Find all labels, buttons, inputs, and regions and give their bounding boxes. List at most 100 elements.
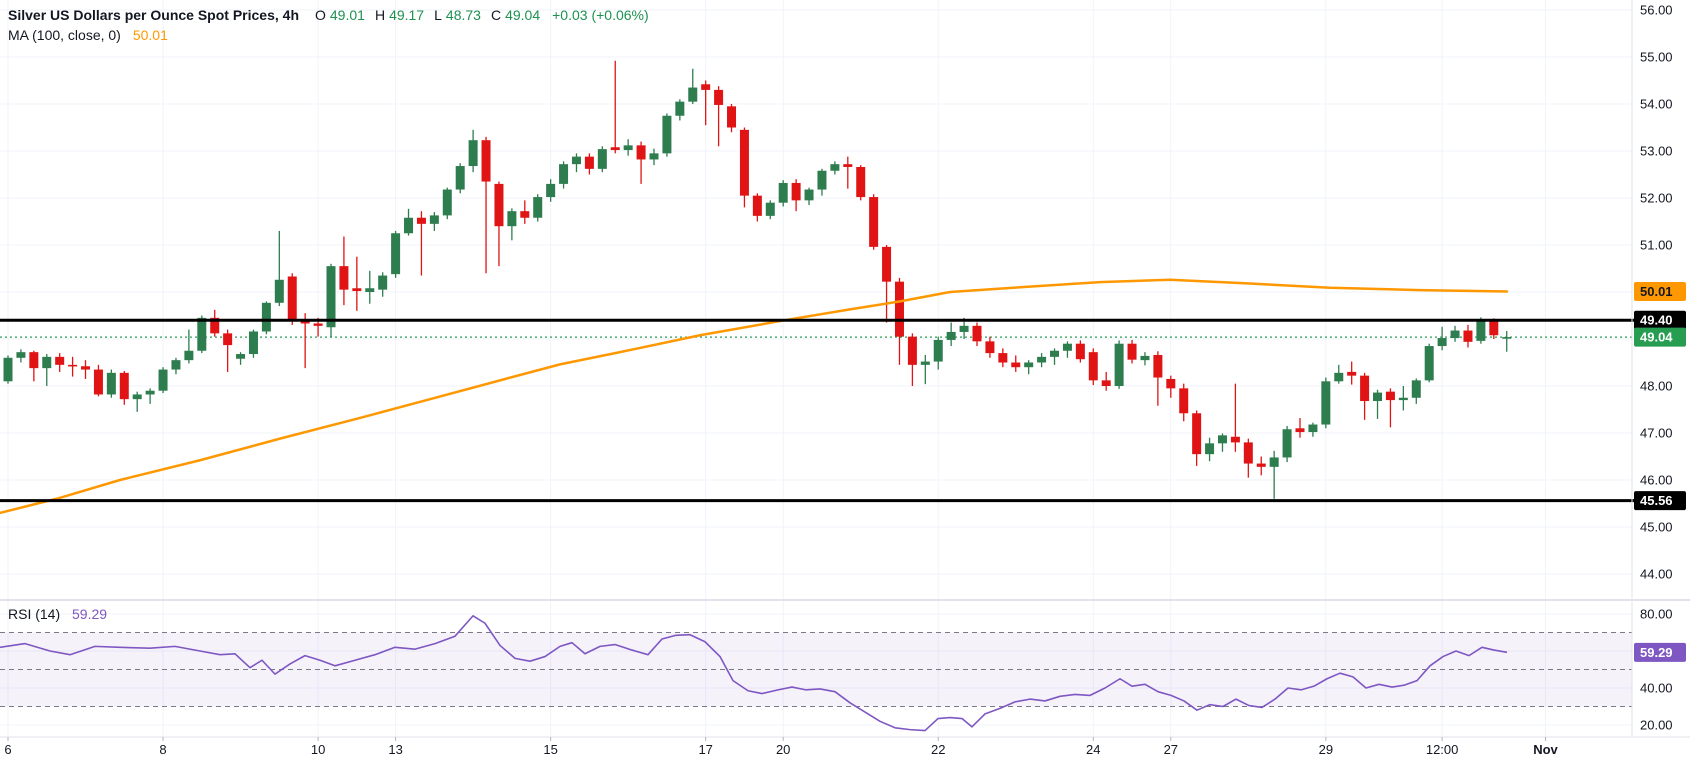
candle-body — [1192, 413, 1202, 455]
candle-body — [3, 357, 13, 382]
candle-body — [93, 369, 103, 395]
candle-body — [42, 356, 52, 369]
candle-body — [171, 360, 181, 370]
price-badge — [1634, 491, 1686, 511]
candle-body — [106, 372, 116, 395]
candle-body — [507, 211, 517, 227]
candle-body — [184, 350, 194, 361]
price-badge — [1634, 327, 1686, 347]
candle-body — [81, 366, 91, 370]
candle-body — [765, 202, 775, 216]
candle-body — [920, 361, 930, 365]
candle-body — [701, 84, 711, 90]
close-value: 49.04 — [505, 7, 541, 23]
high-label: H — [374, 7, 386, 23]
time-axis-label: 27 — [1164, 742, 1178, 757]
price-axis-label: 55.00 — [1640, 50, 1673, 65]
candle-body — [1385, 391, 1395, 401]
candle-body — [1269, 457, 1279, 467]
candle-body — [791, 182, 801, 201]
symbol-legend[interactable]: Silver US Dollars per Ounce Spot Prices,… — [8, 5, 649, 45]
time-axis-label: 22 — [931, 742, 945, 757]
price-axis-label: 44.00 — [1640, 567, 1673, 582]
candle-body — [1127, 343, 1137, 360]
candle-body — [1179, 388, 1189, 414]
candle-body — [16, 352, 26, 358]
price-axis-label: 53.00 — [1640, 144, 1673, 159]
candle-body — [481, 140, 491, 182]
candle-body — [313, 323, 323, 326]
candle-body — [727, 106, 737, 128]
close-label: C — [490, 7, 502, 23]
candle-body — [210, 317, 220, 334]
symbol-title: Silver US Dollars per Ounce Spot Prices,… — [8, 7, 299, 23]
time-axis-label: 29 — [1319, 742, 1333, 757]
candle-body — [856, 166, 866, 198]
candle-body — [119, 372, 129, 400]
candle-body — [959, 325, 969, 332]
time-axis-label: 8 — [159, 742, 166, 757]
time-axis-label: 6 — [4, 742, 11, 757]
candle-body — [1321, 381, 1331, 425]
candle-body — [830, 164, 840, 171]
candle-body — [843, 164, 853, 167]
candle-body — [1011, 362, 1021, 368]
candle-body — [804, 189, 814, 201]
candle-body — [468, 140, 478, 167]
price-badge — [1634, 310, 1686, 330]
high-value: 49.17 — [389, 7, 425, 23]
candle-body — [1295, 428, 1305, 433]
rsi-legend[interactable]: RSI (14) 59.29 — [8, 606, 107, 622]
candle-body — [378, 275, 388, 290]
rsi-axis-label: 20.00 — [1640, 718, 1673, 733]
open-value: 49.01 — [329, 7, 365, 23]
time-axis-scale[interactable]: 6 8 10 13 15 17 20 22 24 27 29 12:00 Nov — [4, 737, 1559, 757]
ma-indicator-label: MA (100, close, 0) — [8, 27, 121, 43]
candle-body — [907, 336, 917, 365]
candle-body — [1308, 424, 1318, 433]
candle-body — [597, 149, 607, 169]
price-badge — [1634, 282, 1686, 302]
candle-body — [1334, 372, 1344, 382]
candle-body — [649, 153, 659, 160]
candle-body — [1347, 371, 1357, 376]
candle-body — [946, 331, 956, 340]
candle-body — [1140, 355, 1150, 361]
candle-body — [1411, 380, 1421, 398]
candle-body — [326, 266, 336, 328]
candle-body — [1360, 375, 1370, 402]
candle-body — [339, 266, 349, 290]
rsi-badge-value: 59.29 — [1640, 645, 1673, 660]
candle-body — [1217, 435, 1227, 444]
candle-body — [455, 166, 465, 190]
time-axis-label: 20 — [776, 742, 790, 757]
candle-body — [610, 147, 620, 151]
candle-body — [1243, 442, 1253, 464]
candle-body — [662, 115, 672, 154]
candle-body — [1463, 330, 1473, 342]
ma-legend-row[interactable]: MA (100, close, 0) 50.01 — [8, 25, 649, 45]
price-axis-scale[interactable]: 56.00 55.00 54.00 53.00 52.00 51.00 48.00 47.00… — [1634, 3, 1686, 733]
candle-body — [1230, 436, 1240, 443]
candle-body — [274, 279, 284, 303]
candle-body — [1256, 463, 1266, 467]
candle-body — [494, 183, 504, 227]
low-value: 48.73 — [445, 7, 481, 23]
price-badge-value: 50.01 — [1640, 284, 1673, 299]
candle-body — [1373, 392, 1383, 402]
candle-body — [636, 145, 646, 160]
candle-body — [300, 320, 310, 324]
candle-body — [145, 390, 155, 395]
candle-body — [546, 183, 556, 198]
price-axis-label: 48.00 — [1640, 379, 1673, 394]
candle-body — [1398, 397, 1408, 401]
candle-body — [933, 339, 943, 362]
candle-body — [365, 288, 375, 292]
candle-body — [739, 129, 749, 196]
candle-body — [1153, 354, 1163, 378]
rsi-indicator-label: RSI (14) — [8, 606, 61, 622]
rsi-line — [0, 615, 1508, 732]
candle-body — [1024, 362, 1034, 368]
